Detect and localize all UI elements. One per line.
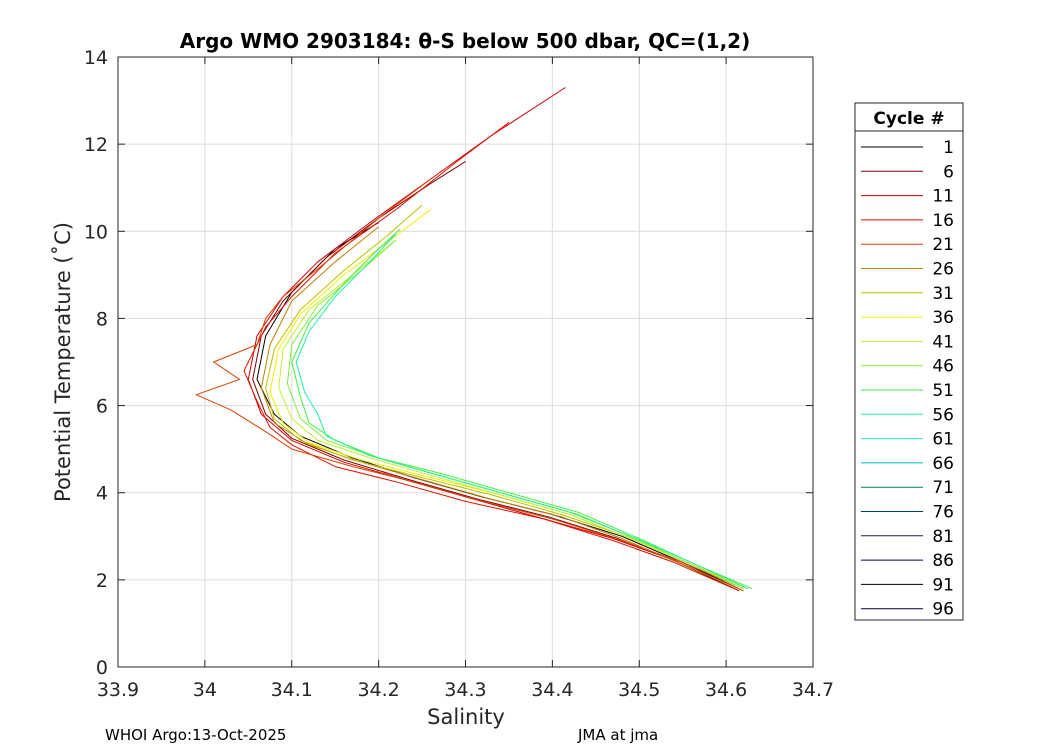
y-tick-label: 8	[96, 308, 108, 330]
series-line-cycle-11	[247, 87, 744, 592]
x-tick-label: 34.5	[618, 679, 660, 701]
legend-label: 11	[932, 187, 954, 207]
y-tick-label: 12	[84, 134, 108, 156]
legend-label: 46	[932, 357, 954, 377]
y-tick-labels: 0 2 4 6 8 10 12 14	[84, 47, 108, 679]
legend-label: 66	[932, 454, 954, 474]
series-line-cycle-31	[265, 204, 748, 590]
legend-label: 26	[932, 260, 954, 280]
legend-label: 16	[932, 211, 954, 231]
y-tick-label: 0	[96, 657, 108, 679]
x-tick-label: 34	[193, 679, 217, 701]
series-line-cycle-21	[195, 178, 744, 590]
x-axis-label: Salinity	[427, 705, 505, 729]
y-axis-label: Potential Temperature (˚C)	[51, 222, 75, 502]
series-line-cycle-1	[256, 222, 744, 592]
series-line-cycle-46	[286, 239, 744, 590]
x-tick-label: 34.6	[705, 679, 747, 701]
chart-title: Argo WMO 2903184: θ-S below 500 dbar, QC…	[180, 29, 750, 53]
footer-agency: JMA at jma	[578, 726, 659, 744]
footer-source: WHOI Argo:13-Oct-2025	[105, 726, 287, 744]
series-group	[195, 87, 753, 592]
legend-label: 56	[932, 405, 954, 425]
y-tick-label: 4	[96, 483, 108, 505]
y-tick-label: 14	[84, 47, 108, 69]
legend-label: 21	[932, 235, 954, 255]
legend-label: 76	[932, 503, 954, 523]
legend-label: 86	[932, 551, 954, 571]
y-tick-label: 2	[96, 570, 108, 592]
x-tick-label: 33.9	[97, 679, 139, 701]
legend-label: 6	[943, 162, 954, 182]
series-line-cycle-56	[295, 233, 749, 590]
legend-label: 96	[932, 600, 954, 620]
y-tick-label: 6	[96, 396, 108, 418]
x-tick-label: 34.1	[271, 679, 313, 701]
legend-label: 41	[932, 332, 954, 352]
legend-box	[854, 102, 964, 621]
legend: Cycle # 16111621263136414651566166717681…	[854, 102, 964, 621]
x-tick-label: 34.4	[531, 679, 573, 701]
legend-label: 36	[932, 308, 954, 328]
x-tick-labels: 33.9 34 34.1 34.2 34.3 34.4 34.5 34.6 34.7	[97, 679, 834, 701]
legend-title: Cycle #	[873, 109, 944, 129]
legend-label: 61	[932, 430, 954, 450]
y-tick-label: 10	[84, 221, 108, 243]
legend-label: 71	[932, 478, 954, 498]
x-tick-label: 34.2	[357, 679, 399, 701]
legend-label: 51	[932, 381, 954, 401]
x-tick-label: 34.7	[792, 679, 834, 701]
x-tick-label: 34.3	[444, 679, 486, 701]
legend-label: 31	[932, 284, 954, 304]
legend-label: 1	[943, 138, 954, 158]
series-line-cycle-16	[243, 122, 740, 592]
series-line-cycle-41	[278, 239, 748, 590]
legend-label: 81	[932, 527, 954, 547]
legend-label: 91	[932, 575, 954, 595]
ticks	[117, 56, 814, 668]
